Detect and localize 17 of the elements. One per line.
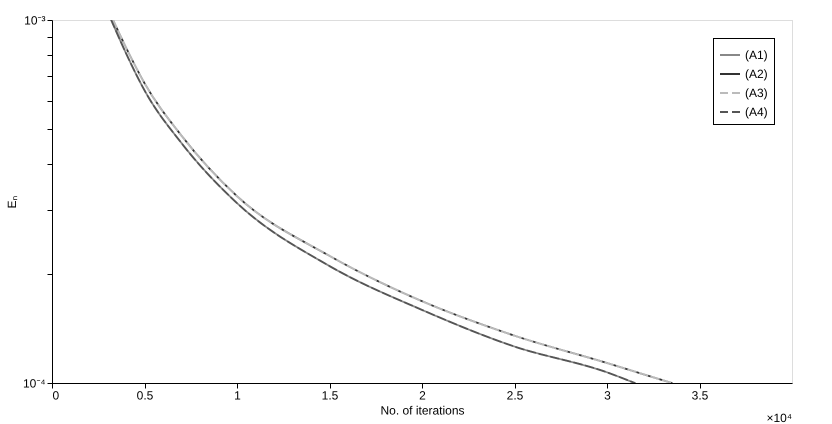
x-tick-label: 1.5 [322,388,339,402]
y-tick-label: 10⁻³ [24,14,46,28]
legend-label: (A1) [745,48,768,62]
x-tick-label: 1 [234,388,242,402]
legend-label: (A3) [745,86,768,100]
x-tick-label: 3.5 [692,388,709,402]
x-tick-label: 3 [604,388,612,402]
x-tick-label: 0 [52,388,60,402]
y-axis-title: Eₙ [4,195,19,209]
y-tick-label: 10⁻⁴ [22,376,46,390]
legend-label: (A2) [745,67,768,81]
x-axis-title: No. of iterations [380,404,465,418]
x-tick-label: 2.5 [506,388,524,402]
legend-label: (A4) [745,105,768,119]
x-tick-label: 0.5 [136,388,154,402]
text: ×10⁴ [766,411,792,424]
x-tick-label: 2 [419,388,426,402]
